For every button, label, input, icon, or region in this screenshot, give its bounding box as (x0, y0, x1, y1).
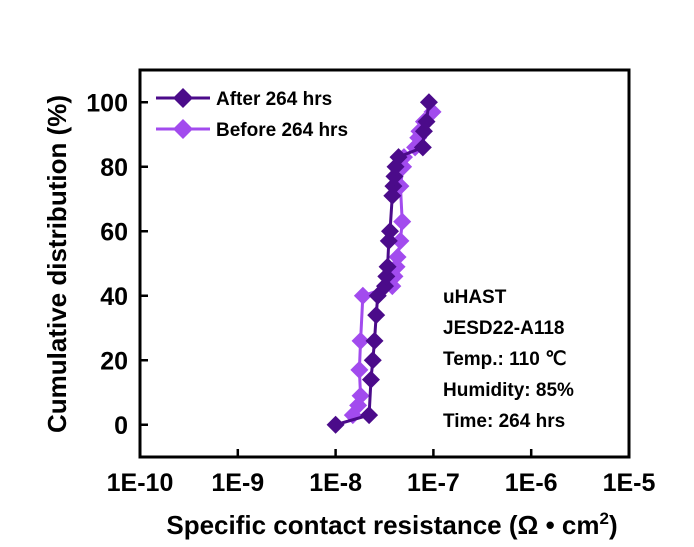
legend: After 264 hrs Before 264 hrs (156, 88, 348, 141)
y-tick-label: 60 (100, 218, 128, 246)
data-point (353, 286, 372, 305)
annotation-standard: JESD22-A118 (443, 318, 564, 339)
data-point (360, 406, 379, 425)
data-point (361, 370, 380, 389)
data-point (389, 148, 408, 167)
data-point (378, 257, 397, 276)
series-layer (326, 93, 442, 434)
x-axis-ticks: 1E-10 1E-9 1E-8 1E-7 1E-6 1E-5 (107, 449, 656, 497)
data-point (388, 248, 407, 267)
data-point (363, 351, 382, 370)
y-tick-label: 100 (86, 89, 128, 117)
legend-label-before: Before 264 hrs (216, 120, 348, 141)
x-tick-label: 1E-7 (407, 469, 460, 497)
legend-marker-before (173, 119, 193, 139)
y-tick-label: 0 (114, 412, 128, 440)
x-axis-title-superscript: 2 (599, 509, 608, 528)
x-axis-title-main: Specific contact resistance (Ω • cm (166, 510, 599, 540)
legend-item-after: After 264 hrs (156, 88, 332, 110)
x-tick-label: 1E-10 (107, 469, 174, 497)
x-tick-label: 1E-9 (211, 469, 264, 497)
y-tick-label: 40 (100, 283, 128, 311)
data-point (391, 231, 410, 250)
x-axis-title-close: ) (609, 510, 618, 540)
y-tick-label: 80 (100, 154, 128, 182)
legend-item-before: Before 264 hrs (156, 119, 348, 141)
legend-label-after: After 264 hrs (216, 89, 332, 110)
series-after (326, 93, 438, 434)
data-point (350, 360, 369, 379)
data-point (367, 306, 386, 325)
annotation-temperature: Temp.: 110 ℃ (443, 349, 566, 370)
data-point (419, 93, 438, 112)
test-conditions-annotation: uHAST JESD22-A118 Temp.: 110 ℃ Humidity:… (443, 287, 574, 432)
y-axis-ticks: 0 20 40 60 80 100 (86, 89, 148, 440)
data-point (351, 386, 370, 405)
x-tick-label: 1E-6 (505, 469, 558, 497)
x-axis-title: Specific contact resistance (Ω • cm2) (166, 509, 617, 540)
x-tick-label: 1E-8 (309, 469, 362, 497)
annotation-humidity: Humidity: 85% (443, 380, 574, 401)
y-axis-title: Cumulative distribution (%) (42, 95, 72, 433)
data-point (417, 112, 436, 131)
annotation-test-name: uHAST (443, 287, 507, 308)
data-point (365, 331, 384, 350)
y-tick-label: 20 (100, 347, 128, 375)
plot-frame (138, 68, 631, 459)
x-tick-label: 1E-5 (603, 469, 656, 497)
data-point (393, 212, 412, 231)
data-point (326, 415, 345, 434)
data-point (381, 222, 400, 241)
data-point (413, 138, 432, 157)
data-point (351, 331, 370, 350)
annotation-time: Time: 264 hrs (443, 411, 565, 432)
legend-marker-after (173, 88, 193, 108)
